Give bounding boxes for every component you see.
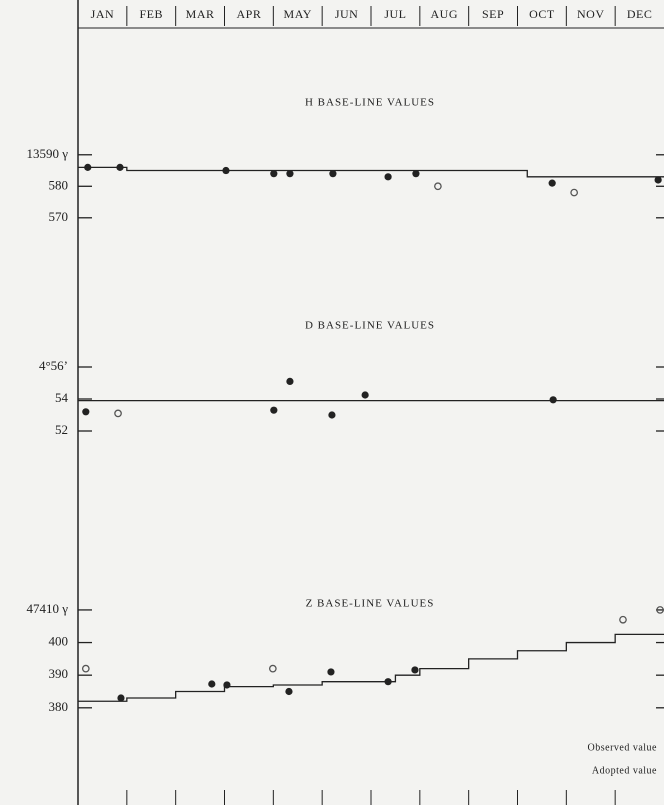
y-tick-label: 52 [55,422,68,437]
observed-point [548,179,556,187]
month-label: JUL [384,7,406,21]
observed-point [270,170,278,178]
observed-point [411,666,419,674]
legend-label: Observed value [588,742,658,753]
observed-point [117,694,125,702]
observed-point [286,377,294,385]
observed-point [384,173,392,181]
month-label: APR [236,7,261,21]
open-point [114,409,122,418]
observed-point [654,176,662,184]
panel-title: D BASE-LINE VALUES [305,320,435,332]
observed-point [286,170,294,178]
y-tick-label: 570 [49,209,69,224]
observed-point [208,680,216,688]
panel-title: Z BASE-LINE VALUES [306,598,435,610]
y-tick-label: 13590 γ [27,146,69,161]
month-label: FEB [139,7,163,21]
observed-point [549,396,557,404]
month-label: SEP [482,7,504,21]
month-label: NOV [577,7,605,21]
month-label: OCT [529,7,555,21]
month-label: JUN [335,7,359,21]
observed-point [270,406,278,414]
open-point [619,615,627,624]
y-tick-label: 47410 γ [27,601,69,616]
y-tick-label: 390 [49,666,69,681]
observed-point [412,170,420,178]
y-tick-label: 580 [49,177,69,192]
adopted-line [78,166,664,178]
adopted-line [78,633,664,702]
open-point [268,664,277,673]
legend-label: Adopted value [592,765,657,776]
observed-point [361,391,369,399]
month-label: JAN [91,7,115,21]
month-label: AUG [431,7,459,21]
y-tick-label: 400 [49,634,69,649]
observed-point [285,687,293,696]
month-label: MAR [186,7,215,21]
month-label: MAY [284,7,312,21]
observed-point [82,408,90,416]
observed-point [328,411,336,419]
observed-point [329,170,337,178]
month-label: DEC [627,7,653,21]
y-tick-label: 4°56’ [39,358,68,373]
open-point [434,182,442,191]
y-tick-label: 54 [55,390,69,405]
y-tick-label: 380 [49,699,69,714]
open-point [81,664,90,673]
open-point [656,606,664,614]
observed-point [327,668,335,676]
panel-title: H BASE-LINE VALUES [305,97,435,109]
open-point [570,188,578,197]
